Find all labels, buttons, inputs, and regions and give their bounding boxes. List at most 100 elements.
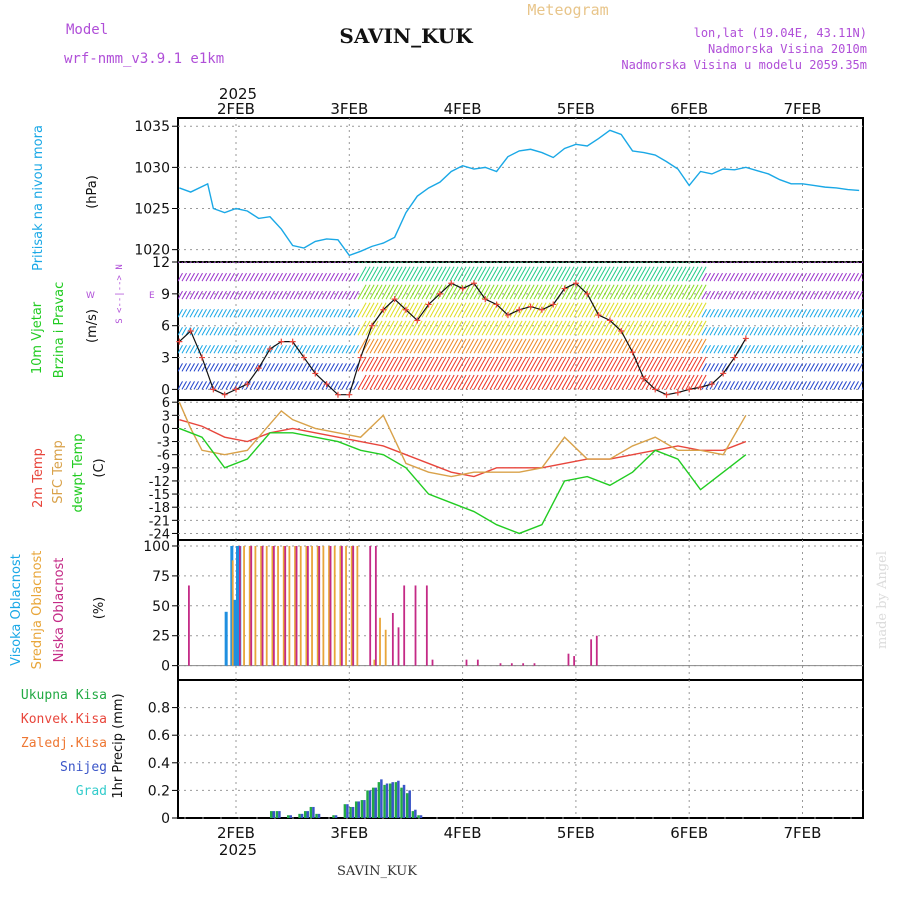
wind-barb <box>241 327 247 336</box>
wind-barb <box>453 262 456 264</box>
wind-barb <box>685 284 695 300</box>
wind-barb <box>237 327 243 336</box>
wind-barb <box>397 262 400 264</box>
wind-barb <box>669 338 679 354</box>
wind-barb <box>821 381 827 390</box>
wind-barb <box>653 338 663 354</box>
wind-barb <box>289 290 295 300</box>
wind-barb <box>761 327 767 336</box>
wind-barb <box>417 374 427 390</box>
precip-legend-item: Zaledj.Kisa <box>21 736 107 751</box>
wind-barb <box>253 345 259 354</box>
wind-barb <box>178 345 183 354</box>
footer-station: SAVIN_KUK <box>337 864 417 879</box>
wind-gust-marker <box>504 312 511 319</box>
wind-barb <box>349 363 355 372</box>
wind-barb <box>361 374 371 390</box>
wind-barb <box>457 338 467 354</box>
wind-gust-marker <box>244 381 251 388</box>
wind-barb <box>433 302 443 318</box>
wind-barb <box>285 327 291 336</box>
bottom-day-label: 2FEB <box>217 824 255 842</box>
wind-gust-marker <box>720 370 727 377</box>
wind-barb <box>649 302 659 318</box>
cloud-low-bar <box>261 545 264 666</box>
cloud-low-bar <box>391 612 394 666</box>
wind-barb <box>321 290 327 300</box>
wind-barb <box>837 290 843 300</box>
wind-barb <box>257 345 263 354</box>
wind-barb <box>717 272 723 282</box>
wind-barb <box>461 266 471 282</box>
wind-barb <box>681 338 691 354</box>
wind-barb <box>193 381 199 390</box>
wind-barb <box>461 284 471 300</box>
wind-barb <box>365 374 375 390</box>
wind-barb <box>817 363 823 372</box>
wind-barb <box>713 381 719 390</box>
wind-barb <box>681 320 691 336</box>
wind-barb <box>381 338 391 354</box>
wind-barb <box>197 308 203 318</box>
precip-total-bar <box>388 783 392 818</box>
wind-barb <box>661 262 664 264</box>
wind-barb <box>849 308 855 318</box>
wind-barb <box>221 381 227 390</box>
wind-barb <box>657 338 667 354</box>
wind-barb <box>529 262 532 264</box>
wind-barb <box>765 327 771 336</box>
wind-barb <box>617 284 627 300</box>
wind-barb <box>849 327 855 336</box>
wind-barb <box>593 320 603 336</box>
wind-barb <box>401 284 411 300</box>
wind-barb <box>249 327 255 336</box>
wind-barb <box>277 345 283 354</box>
wind-barb <box>361 266 371 282</box>
wind-barb <box>457 262 460 264</box>
wind-barb <box>273 381 279 390</box>
wind-barb <box>705 345 711 354</box>
wind-barb <box>397 320 407 336</box>
wind-barb <box>457 302 467 318</box>
wind-barb <box>573 266 583 282</box>
wind-barb <box>665 262 668 264</box>
wind-barb <box>529 338 539 354</box>
wind-barb <box>501 338 511 354</box>
wind-gust-marker <box>233 386 239 393</box>
wind-barb <box>761 363 767 372</box>
wind-barb <box>841 327 847 336</box>
wind-barb <box>789 345 795 354</box>
precip-snow-bar <box>391 782 394 818</box>
wind-barb <box>417 338 427 354</box>
station-title: SAVIN_KUK <box>339 24 473 48</box>
wind-barb <box>789 327 795 336</box>
wind-barb <box>245 381 251 390</box>
wind-barb <box>801 345 807 354</box>
wind-barb <box>421 266 431 282</box>
wind-barb <box>741 345 747 354</box>
wind-barb <box>465 262 468 264</box>
wind-barb <box>673 374 683 390</box>
wind-barb <box>845 345 851 354</box>
wind-barb <box>429 266 439 282</box>
wind-barb <box>185 272 191 282</box>
precip-total-bar <box>315 813 318 818</box>
wind-barb <box>233 290 239 300</box>
wind-barb <box>241 290 247 300</box>
cloud-low-bar <box>295 545 298 666</box>
wind-barb <box>369 266 379 282</box>
wind-barb <box>641 320 651 336</box>
wind-barb <box>321 272 327 282</box>
wind-barb <box>365 284 375 300</box>
wind-barb <box>585 356 595 372</box>
precip-frame <box>177 679 864 819</box>
wind-barb <box>557 320 567 336</box>
wind-barb <box>425 356 435 372</box>
wind-barb <box>217 363 223 372</box>
cloud-mid-bar <box>356 545 359 666</box>
wind-barb <box>209 327 215 336</box>
wind-barb <box>689 374 699 390</box>
wind-barb <box>381 266 391 282</box>
wind-barb <box>525 266 535 282</box>
wind-barb <box>329 308 335 318</box>
